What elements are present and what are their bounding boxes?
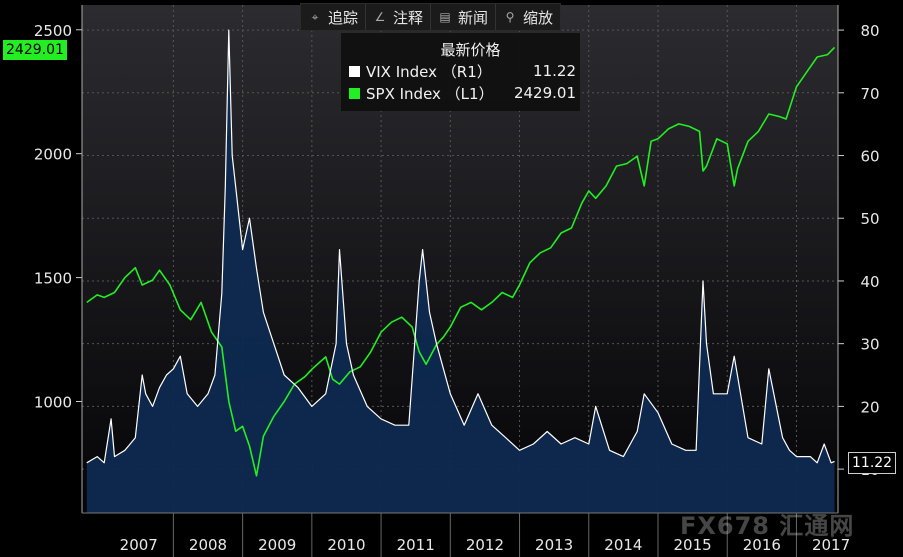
x-tick-label: 2009	[258, 536, 296, 554]
track-label: 追踪	[328, 8, 359, 27]
vix-last-price-badge: 11.22	[848, 452, 897, 474]
annotate-button[interactable]: ∠ 注释	[366, 4, 432, 30]
x-tick-label: 2010	[327, 536, 365, 554]
right-tick-label: 30	[860, 336, 879, 354]
legend-value-spx: 2429.01	[513, 84, 576, 102]
left-tick-label: 2000	[34, 146, 72, 164]
legend-name-spx: SPX Index （L1）	[366, 84, 494, 103]
legend-value-vix: 11.22	[533, 62, 576, 80]
news-icon: ▤	[439, 10, 451, 24]
legend-swatch-spx	[349, 87, 360, 99]
right-tick-label: 20	[860, 398, 879, 416]
left-tick-label: 2500	[34, 22, 72, 40]
x-tick-label: 2013	[535, 536, 573, 554]
right-tick-label: 70	[860, 85, 879, 103]
x-tick-label: 2012	[466, 536, 504, 554]
chart-toolbar: ⌖ 追踪 ∠ 注释 ▤ 新闻 ⚲ 缩放	[300, 3, 562, 31]
x-tick-label: 2011	[397, 536, 435, 554]
legend-entry-vix: VIX Index （R1） 11.22	[349, 60, 580, 82]
right-tick-label: 60	[860, 148, 879, 166]
legend-entry-spx: SPX Index （L1） 2429.01	[349, 82, 580, 104]
legend-name-vix: VIX Index （R1）	[366, 62, 492, 81]
vix-area-fill	[86, 30, 835, 513]
x-tick-label: 2015	[674, 536, 712, 554]
magnifier-icon: ⚲	[505, 10, 515, 24]
right-tick-label: 80	[860, 22, 879, 40]
x-tick-label: 2014	[604, 536, 642, 554]
x-tick-label: 2007	[120, 536, 158, 554]
track-button[interactable]: ⌖ 追踪	[301, 4, 367, 30]
crosshair-icon: ⌖	[311, 9, 319, 24]
left-tick-label: 1500	[34, 270, 72, 288]
vix-series-line	[86, 29, 835, 464]
series-lines	[86, 29, 836, 477]
left-tick-label: 1000	[34, 393, 72, 411]
x-tick-label: 2016	[743, 536, 781, 554]
watermark: FX678 汇通网	[680, 512, 855, 540]
vix-area	[86, 30, 835, 513]
legend-swatch-vix	[349, 65, 360, 77]
spx-series-line	[86, 46, 836, 477]
spx-last-price-badge: 2429.01	[3, 40, 67, 60]
news-button[interactable]: ▤ 新闻	[431, 4, 497, 30]
x-tick-label: 2008	[189, 536, 227, 554]
zoom-label: 缩放	[523, 8, 554, 27]
x-tick-label: 2017	[812, 536, 850, 554]
axes: 2007 2008 2009 2010 2011 2012 2013 2014 2015 2016…	[34, 5, 880, 557]
right-tick-label: 40	[860, 273, 879, 291]
legend: 最新价格 VIX Index （R1） 11.22 SPX Index （L1）…	[341, 33, 580, 111]
legend-title: 最新价格	[440, 41, 501, 59]
annotate-label: 注释	[393, 8, 424, 27]
pencil-icon: ∠	[374, 10, 386, 24]
news-label: 新闻	[458, 8, 489, 27]
right-tick-label: 50	[860, 210, 879, 228]
zoom-button[interactable]: ⚲ 缩放	[496, 4, 560, 30]
